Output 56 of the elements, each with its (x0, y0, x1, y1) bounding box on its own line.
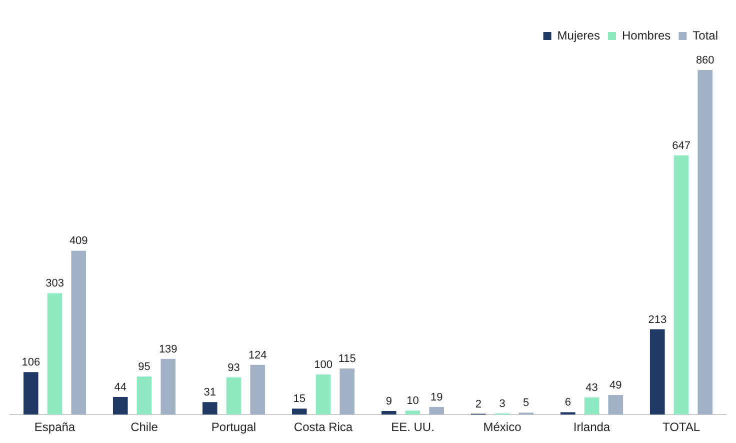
x-tick-label: Chile (130, 420, 158, 434)
x-tick-label: EE. UU. (391, 420, 434, 434)
bar (202, 402, 218, 415)
x-tick-label: TOTAL (662, 420, 700, 434)
x-tick-label: Irlanda (573, 420, 610, 434)
bar (47, 293, 62, 415)
data-label: 106 (22, 356, 40, 369)
data-label: 5 (523, 397, 530, 410)
bar (560, 412, 576, 415)
data-label: 860 (696, 54, 714, 67)
x-tick-label: Costa Rica (294, 420, 353, 434)
data-label: 100 (314, 359, 332, 372)
data-label: 124 (248, 349, 267, 362)
bar (316, 374, 331, 415)
bar (112, 396, 128, 415)
bar (136, 376, 152, 415)
data-label: 19 (430, 392, 443, 404)
bar (674, 155, 689, 415)
data-label: 49 (609, 379, 622, 392)
data-label: 303 (46, 278, 64, 290)
bar (226, 377, 242, 415)
data-label: 213 (648, 314, 667, 326)
data-label: 15 (293, 393, 306, 406)
data-label: 31 (204, 386, 216, 399)
data-label: 93 (228, 362, 240, 374)
bar (405, 410, 420, 415)
data-label: 647 (672, 140, 690, 152)
bar (381, 410, 396, 415)
bar (292, 408, 307, 415)
bar (250, 364, 266, 415)
bar (650, 329, 665, 415)
bar (584, 397, 600, 415)
x-tick-label: España (34, 420, 76, 434)
data-label: 3 (499, 398, 506, 410)
bar (698, 70, 713, 415)
data-label: 2 (475, 398, 482, 410)
bar (23, 372, 38, 415)
data-label: 115 (338, 353, 356, 366)
x-tick-label: México (483, 420, 522, 434)
bar (429, 406, 444, 415)
data-label: 139 (158, 343, 178, 356)
data-label: 43 (586, 382, 598, 394)
bar (340, 368, 355, 415)
data-label: 9 (386, 396, 392, 408)
data-label: 44 (114, 382, 127, 394)
x-tick-label: Portugal (211, 420, 256, 434)
bar (160, 358, 176, 415)
data-label: 409 (69, 235, 88, 248)
data-label: 10 (406, 395, 419, 408)
bar (71, 250, 86, 415)
data-label: 95 (138, 361, 150, 374)
data-label: 6 (564, 396, 571, 409)
legend-label: Mujeres (557, 28, 600, 42)
legend-label: Hombres (622, 28, 671, 42)
bar (608, 394, 624, 415)
legend-label: Total (692, 28, 718, 42)
